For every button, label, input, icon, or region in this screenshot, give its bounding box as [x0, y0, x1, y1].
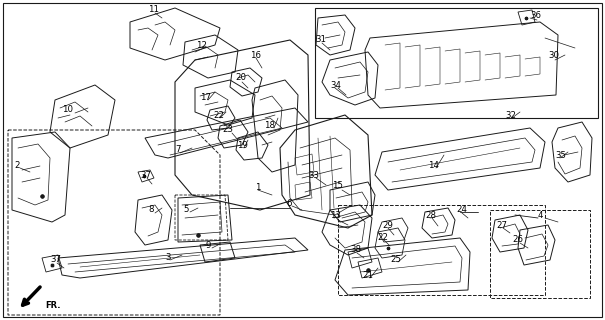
Text: 30: 30 [548, 51, 559, 60]
Text: 29: 29 [382, 220, 393, 229]
Text: 14: 14 [428, 161, 439, 170]
Text: 16: 16 [250, 51, 261, 60]
Text: 21: 21 [362, 270, 373, 279]
Text: 9: 9 [205, 242, 211, 251]
Text: 1: 1 [255, 183, 261, 193]
Text: 13: 13 [330, 212, 341, 220]
Text: 15: 15 [332, 181, 343, 190]
Text: 38: 38 [350, 245, 361, 254]
Text: 6: 6 [286, 199, 292, 209]
Text: 20: 20 [235, 73, 246, 82]
Text: 5: 5 [183, 205, 189, 214]
Text: 2: 2 [14, 162, 19, 171]
Text: 22: 22 [213, 110, 224, 119]
Text: 17: 17 [200, 92, 211, 101]
Text: 8: 8 [148, 205, 154, 214]
Text: 24: 24 [456, 205, 467, 214]
Text: 31: 31 [315, 36, 326, 44]
Text: 37: 37 [140, 171, 151, 180]
Text: 3: 3 [165, 253, 171, 262]
Text: 36: 36 [530, 11, 541, 20]
Text: FR.: FR. [45, 300, 60, 309]
Text: 34: 34 [330, 81, 341, 90]
Text: 23: 23 [222, 125, 233, 134]
Text: 12: 12 [196, 41, 207, 50]
Text: 27: 27 [496, 220, 507, 229]
Text: 37: 37 [50, 255, 61, 265]
Text: 25: 25 [390, 255, 401, 265]
Text: 22: 22 [377, 233, 388, 242]
Text: 10: 10 [62, 106, 73, 115]
Text: 18: 18 [264, 121, 275, 130]
Text: 26: 26 [512, 236, 523, 244]
Text: 4: 4 [538, 211, 543, 220]
Text: 35: 35 [555, 150, 566, 159]
Text: 28: 28 [425, 211, 436, 220]
Text: 19: 19 [237, 140, 248, 149]
Text: 11: 11 [148, 5, 159, 14]
Text: 33: 33 [308, 171, 319, 180]
Text: 32: 32 [505, 110, 516, 119]
Text: 7: 7 [175, 146, 180, 155]
